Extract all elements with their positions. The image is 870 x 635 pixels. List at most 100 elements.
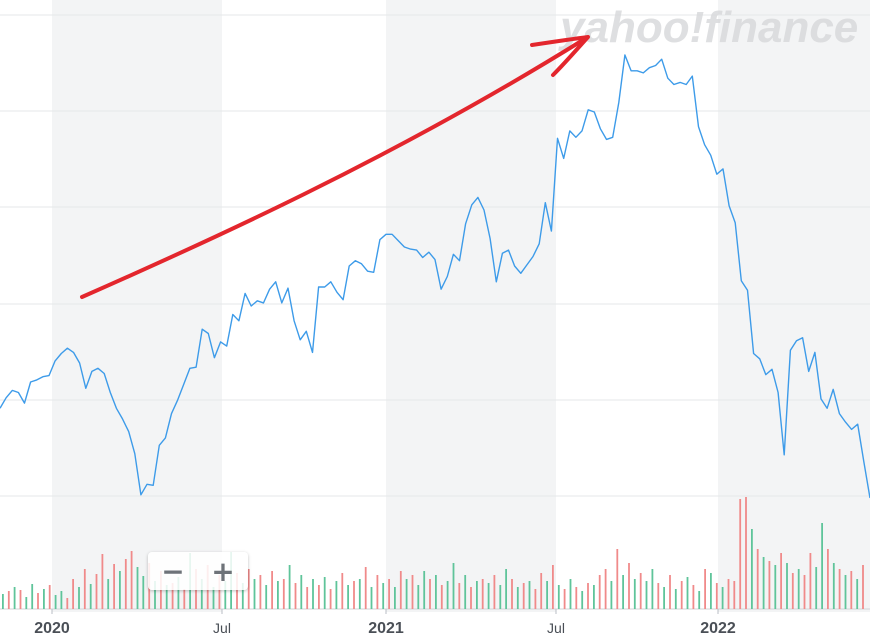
volume-bar bbox=[130, 551, 133, 609]
price-line bbox=[0, 54, 870, 499]
volume-bar bbox=[628, 563, 630, 609]
volume-bar bbox=[370, 587, 373, 609]
volume-bar bbox=[423, 571, 426, 609]
volume-bar bbox=[259, 575, 262, 609]
band-0 bbox=[52, 0, 222, 612]
volume-bar bbox=[581, 591, 584, 609]
volume-bar bbox=[838, 569, 841, 609]
volume-bar bbox=[323, 577, 326, 609]
x-tick-label: Jul bbox=[547, 620, 565, 635]
volume-bar bbox=[791, 573, 794, 609]
volume-bar bbox=[639, 573, 642, 609]
volume-bar bbox=[470, 587, 472, 609]
volume-bar bbox=[107, 579, 110, 609]
zoom-out-button[interactable]: − bbox=[161, 554, 185, 588]
volume-bar bbox=[95, 574, 98, 609]
volume-bar bbox=[411, 575, 414, 609]
volume-bar bbox=[358, 579, 361, 609]
volume-bar bbox=[31, 584, 34, 609]
volume-bar bbox=[382, 583, 385, 609]
volume-bar bbox=[569, 579, 572, 609]
volume-bar bbox=[37, 593, 39, 609]
grid-lines bbox=[0, 14, 870, 610]
volume-bar bbox=[534, 589, 537, 609]
volume-bar bbox=[417, 585, 420, 609]
arrow-shaft bbox=[80, 38, 585, 299]
volume-bar bbox=[458, 583, 461, 609]
volume-bar bbox=[452, 563, 455, 609]
volume-bar bbox=[165, 585, 168, 609]
volume-bar bbox=[440, 585, 443, 609]
volume-bar bbox=[7, 591, 10, 609]
arrow-head bbox=[530, 35, 590, 77]
volume-bar bbox=[774, 565, 777, 609]
volume-bar bbox=[616, 549, 619, 609]
volume-bar bbox=[762, 557, 765, 609]
volume-bar bbox=[66, 598, 69, 609]
volume-bar bbox=[610, 581, 613, 609]
volume-bar bbox=[329, 589, 332, 609]
volume-bar bbox=[288, 565, 291, 609]
volume-bar bbox=[674, 589, 677, 609]
x-tick-label: Jul bbox=[213, 620, 231, 635]
volume-bar bbox=[136, 567, 139, 609]
volume-bar bbox=[739, 499, 742, 609]
volume-bar bbox=[827, 549, 829, 609]
volume-bar bbox=[745, 497, 747, 609]
volume-bar bbox=[247, 569, 250, 609]
volume-bar bbox=[651, 569, 654, 609]
volume-bar bbox=[710, 573, 712, 609]
volume-bar bbox=[540, 573, 543, 609]
volume-bar bbox=[25, 597, 28, 609]
volume-bar bbox=[89, 584, 92, 609]
volume-bar bbox=[715, 583, 718, 609]
volume-bar bbox=[294, 583, 297, 609]
volume-bar bbox=[721, 587, 724, 609]
volume-bar bbox=[604, 569, 607, 609]
volume-bar bbox=[563, 589, 566, 609]
volume-bar bbox=[124, 559, 127, 609]
volume-bar bbox=[119, 571, 121, 609]
volume-bar bbox=[856, 579, 859, 609]
volume-bar bbox=[253, 579, 256, 609]
x-tick-label: 2022 bbox=[700, 620, 736, 635]
volume-bar bbox=[160, 571, 162, 609]
volume-bar bbox=[364, 567, 367, 609]
volume-bar bbox=[142, 576, 145, 609]
volume-bar bbox=[499, 585, 502, 609]
volume-bar bbox=[546, 581, 548, 609]
volume-bar bbox=[557, 585, 560, 609]
volume-bar bbox=[528, 581, 531, 609]
volume-bar bbox=[768, 561, 771, 609]
volume-bar bbox=[2, 594, 4, 609]
volume-bar bbox=[265, 585, 268, 609]
volume-bar bbox=[236, 573, 238, 609]
x-tick-label: 2021 bbox=[368, 620, 404, 635]
volume-bar bbox=[282, 579, 285, 609]
volume-bar bbox=[809, 553, 812, 609]
volume-bar bbox=[399, 571, 402, 609]
volume-bar bbox=[844, 575, 847, 609]
volume-bar bbox=[306, 587, 309, 609]
alternating-bands bbox=[52, 0, 870, 612]
volume-bar bbox=[587, 583, 589, 609]
volume-bar bbox=[200, 579, 203, 609]
volume-bar bbox=[680, 581, 683, 609]
volume-bar bbox=[429, 579, 431, 609]
volume-bar bbox=[113, 564, 115, 609]
volume-bar bbox=[48, 585, 51, 609]
volume-bar bbox=[218, 575, 221, 609]
volume-bar bbox=[698, 591, 701, 609]
volume-bar bbox=[493, 575, 496, 609]
volume-bar bbox=[516, 587, 519, 609]
volume-bar bbox=[335, 581, 338, 609]
band-1 bbox=[386, 0, 556, 612]
band-2 bbox=[718, 0, 870, 612]
volume-bar bbox=[405, 579, 408, 609]
volume-bar bbox=[277, 581, 279, 609]
volume-bar bbox=[394, 587, 396, 609]
zoom-in-button[interactable]: + bbox=[211, 554, 235, 588]
volume-bar bbox=[83, 569, 86, 609]
volume-bar bbox=[803, 575, 806, 609]
